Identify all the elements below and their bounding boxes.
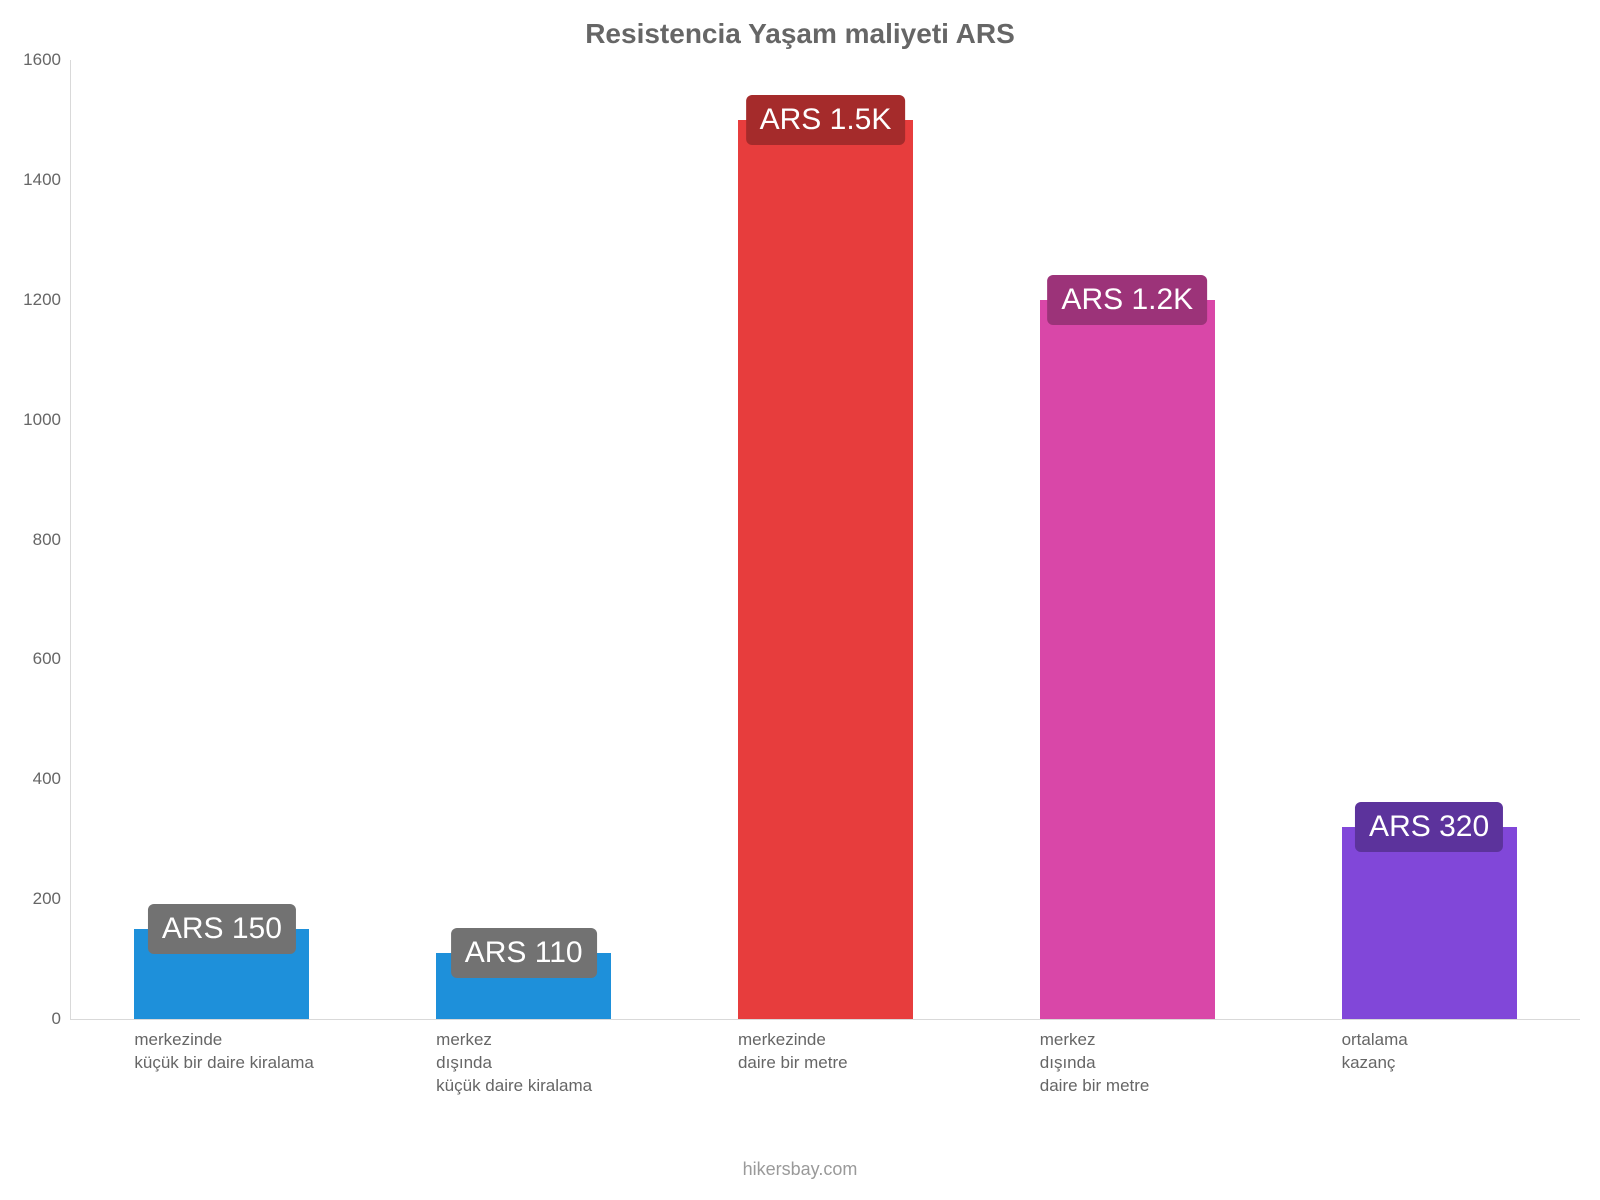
bar	[1040, 300, 1215, 1019]
y-tick-label: 0	[52, 1009, 71, 1029]
attribution-text: hikersbay.com	[0, 1159, 1600, 1180]
y-tick-label: 200	[33, 889, 71, 909]
x-category-label: merkez dışında daire bir metre	[1040, 1019, 1312, 1098]
bar	[1342, 827, 1517, 1019]
bar-value-label: ARS 150	[148, 904, 296, 954]
cost-of-living-chart: Resistencia Yaşam maliyeti ARS 020040060…	[0, 0, 1600, 1200]
x-category-label: merkez dışında küçük daire kiralama	[436, 1019, 708, 1098]
bar-value-label: ARS 1.5K	[746, 95, 906, 145]
y-tick-label: 1200	[23, 290, 71, 310]
bar	[738, 120, 913, 1019]
plot-area: 02004006008001000120014001600ARS 150merk…	[70, 60, 1580, 1020]
bar-value-label: ARS 110	[451, 928, 597, 978]
y-tick-label: 1000	[23, 410, 71, 430]
bar-value-label: ARS 1.2K	[1047, 275, 1207, 325]
y-tick-label: 1600	[23, 50, 71, 70]
x-category-label: merkezinde daire bir metre	[738, 1019, 1010, 1075]
y-tick-label: 1400	[23, 170, 71, 190]
chart-title: Resistencia Yaşam maliyeti ARS	[0, 18, 1600, 50]
y-tick-label: 800	[33, 530, 71, 550]
x-category-label: ortalama kazanç	[1342, 1019, 1600, 1075]
y-tick-label: 600	[33, 649, 71, 669]
x-category-label: merkezinde küçük bir daire kiralama	[134, 1019, 406, 1075]
bar-value-label: ARS 320	[1355, 802, 1503, 852]
y-tick-label: 400	[33, 769, 71, 789]
